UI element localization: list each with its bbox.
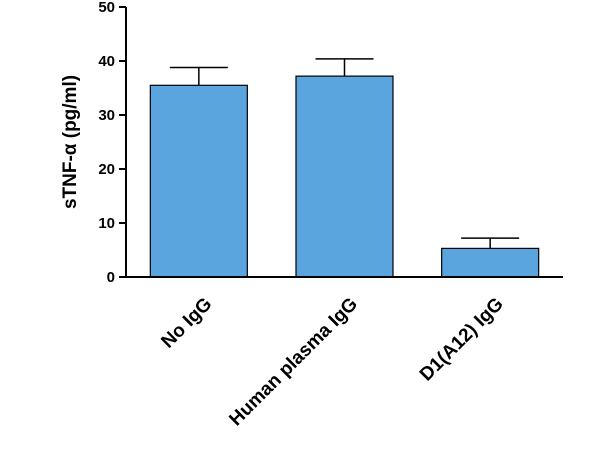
y-axis: 0 10 20 30 40 50: [98, 0, 127, 286]
error-bars-group: [169, 58, 520, 249]
category-label: Human plasma IgG: [225, 294, 362, 431]
bars-group: [149, 75, 540, 278]
bar: [441, 247, 540, 278]
category-label: D1(A12) IgG: [416, 294, 508, 386]
bar: [295, 75, 394, 278]
y-tick-label: 30: [98, 107, 115, 124]
y-axis-label: sTNF-α (pg/ml): [60, 75, 81, 209]
category-label: No IgG: [157, 294, 216, 353]
y-tick-label: 20: [98, 161, 115, 178]
category-labels: No IgG Human plasma IgG D1(A12) IgG: [157, 294, 507, 431]
y-tick-label: 40: [98, 53, 115, 70]
y-tick-label: 0: [107, 269, 115, 286]
y-tick-label: 50: [98, 0, 115, 16]
bar: [149, 84, 248, 278]
y-tick-label: 10: [98, 215, 115, 232]
